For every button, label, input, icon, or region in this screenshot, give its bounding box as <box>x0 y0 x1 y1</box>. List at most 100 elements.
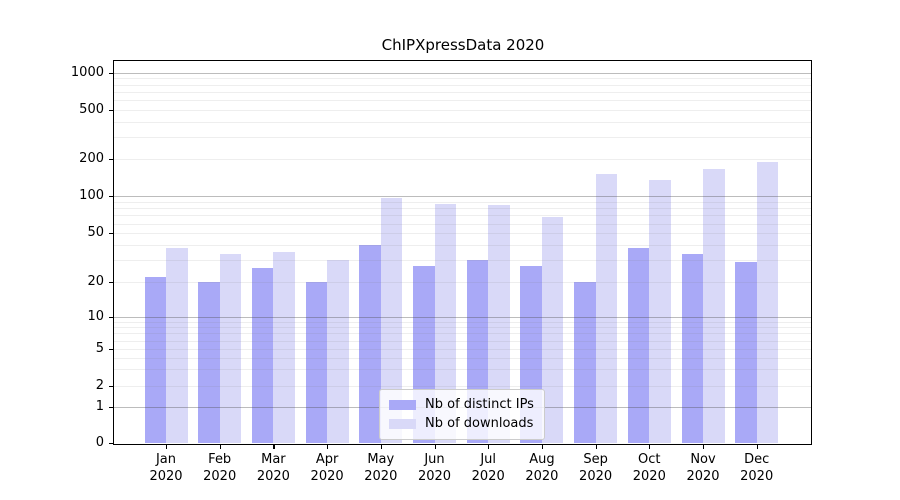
legend-swatch-downloads <box>389 418 416 429</box>
gridline-major-100 <box>114 196 811 198</box>
x-tick-mark-aug <box>541 444 544 449</box>
x-tick-label-apr: Apr 2020 <box>295 451 359 485</box>
bar-distinct-ips-nov <box>681 253 703 444</box>
gridline-minor-70 <box>114 215 811 217</box>
x-tick-year: 2020 <box>149 469 183 484</box>
y-tick-mark-500 <box>109 110 113 112</box>
gridline-minor-600 <box>114 100 811 102</box>
x-tick-mark-jul <box>488 444 490 449</box>
y-tick-label-10: 10 <box>87 308 104 324</box>
gridline-minor-3 <box>114 369 811 371</box>
chart-title: ChIPXpressData 2020 <box>381 36 545 54</box>
y-tick-label-5: 5 <box>95 341 104 356</box>
x-tick-mark-oct <box>649 444 651 449</box>
gridline-minor-80 <box>114 208 811 210</box>
y-tick-label-20: 20 <box>87 273 104 289</box>
x-tick-label-jan: Jan 2020 <box>134 451 198 485</box>
x-tick-year: 2020 <box>525 469 559 484</box>
x-tick-month: Oct <box>638 452 661 467</box>
bar-downloads-jun <box>434 203 456 444</box>
x-tick-month: Dec <box>744 452 770 467</box>
x-tick-year: 2020 <box>686 469 720 484</box>
x-tick-mark-sep <box>595 444 597 449</box>
x-tick-label-oct: Oct 2020 <box>617 451 681 485</box>
y-tick-mark-20 <box>109 281 113 283</box>
gridline-minor-30 <box>114 260 811 262</box>
x-tick-label-nov: Nov 2020 <box>671 451 735 485</box>
legend-item-downloads: Nb of downloads <box>389 414 535 433</box>
gridline-minor-7 <box>114 333 811 335</box>
gridline-minor-700 <box>114 92 811 94</box>
gridline-major-10 <box>114 316 811 318</box>
x-tick-year: 2020 <box>364 469 398 484</box>
y-tick-label-200: 200 <box>79 151 104 166</box>
x-tick-month: Jun <box>424 452 445 467</box>
gridline-minor-200 <box>114 159 811 160</box>
x-tick-label-jun: Jun 2020 <box>403 451 467 485</box>
x-tick-month: Apr <box>315 452 339 467</box>
x-tick-mark-jan <box>166 444 168 449</box>
x-tick-label-jul: Jul 2020 <box>456 451 520 485</box>
gridline-minor-500 <box>114 110 811 112</box>
gridline-minor-300 <box>114 137 811 139</box>
y-tick-mark-50 <box>109 233 113 235</box>
bar-downloads-aug <box>541 216 564 444</box>
y-tick-mark-1 <box>109 406 113 408</box>
x-tick-mark-apr <box>327 444 329 449</box>
plot-area <box>113 59 812 445</box>
gridline-minor-9 <box>114 321 811 323</box>
x-tick-label-aug: Aug 2020 <box>510 451 574 485</box>
legend-label-downloads: Nb of downloads <box>425 416 534 431</box>
x-tick-month: Feb <box>208 452 232 467</box>
gridline-minor-6 <box>114 340 811 342</box>
bar-distinct-ips-mar <box>251 267 274 444</box>
y-tick-label-1: 1 <box>95 398 104 414</box>
y-tick-label-100: 100 <box>79 188 104 204</box>
x-tick-year: 2020 <box>740 469 774 484</box>
legend: Nb of distinct IPs Nb of downloads <box>379 389 545 440</box>
x-tick-year: 2020 <box>417 469 452 484</box>
bar-distinct-ips-oct <box>627 247 650 444</box>
y-tick-mark-100 <box>109 196 113 198</box>
x-tick-month: May <box>367 452 395 467</box>
legend-label-distinct-ips: Nb of distinct IPs <box>425 397 534 412</box>
gridline-minor-900 <box>114 78 811 80</box>
x-tick-label-may: May 2020 <box>349 451 413 485</box>
gridline-minor-90 <box>114 201 811 203</box>
bar-distinct-ips-apr <box>305 281 328 444</box>
y-tick-mark-2 <box>109 385 113 387</box>
x-tick-label-dec: Dec 2020 <box>725 451 789 485</box>
y-tick-label-1000: 1000 <box>70 64 104 80</box>
y-tick-label-500: 500 <box>79 102 104 118</box>
y-tick-label-2: 2 <box>95 377 104 393</box>
bar-distinct-ips-jan <box>144 276 166 444</box>
bar-distinct-ips-sep <box>574 281 596 444</box>
gridline-minor-40 <box>114 245 811 247</box>
legend-swatch-distinct-ips <box>389 399 416 410</box>
x-tick-label-sep: Sep 2020 <box>564 451 628 485</box>
x-tick-year: 2020 <box>256 469 290 484</box>
gridline-minor-60 <box>114 223 811 225</box>
bar-downloads-jan <box>166 247 188 444</box>
x-tick-year: 2020 <box>203 469 237 484</box>
y-tick-mark-5 <box>109 349 113 351</box>
x-tick-mark-dec <box>756 444 758 449</box>
x-tick-mark-jun <box>434 444 436 449</box>
x-tick-year: 2020 <box>632 469 666 484</box>
bar-downloads-mar <box>273 252 295 444</box>
gridline-minor-400 <box>114 122 811 124</box>
gridline-minor-8 <box>114 327 811 329</box>
bar-downloads-oct <box>649 180 671 444</box>
x-tick-year: 2020 <box>310 469 344 484</box>
x-tick-label-mar: Mar 2020 <box>241 451 305 485</box>
grid-layer <box>114 61 811 444</box>
gridline-minor-4 <box>114 357 811 359</box>
x-tick-year: 2020 <box>579 469 613 484</box>
gridline-minor-20 <box>114 281 811 283</box>
x-tick-month: Jan <box>155 452 177 467</box>
y-tick-mark-200 <box>109 159 113 161</box>
bar-distinct-ips-dec <box>735 262 757 444</box>
bar-distinct-ips-may <box>359 245 381 444</box>
gridline-major-1000 <box>114 72 811 74</box>
